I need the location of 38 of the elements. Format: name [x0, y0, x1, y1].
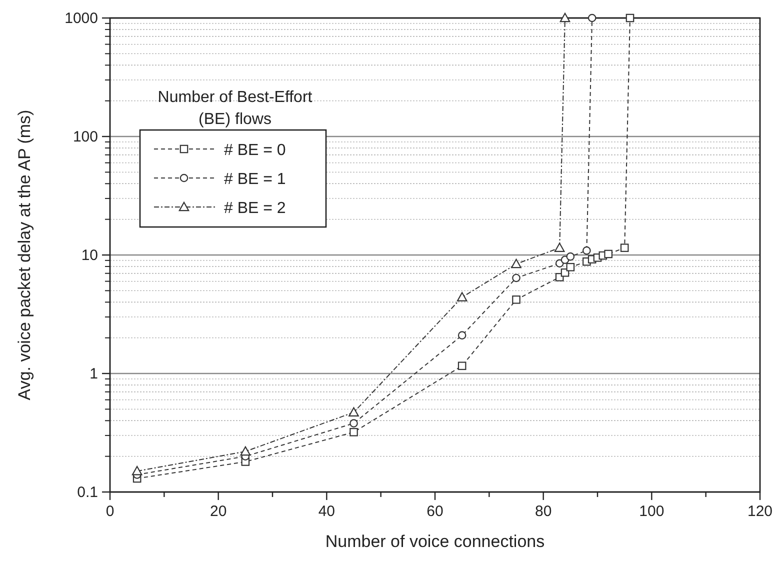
point	[511, 258, 522, 268]
point	[240, 446, 251, 456]
point	[566, 262, 575, 272]
point	[620, 244, 629, 252]
point	[458, 362, 466, 370]
point	[458, 331, 466, 340]
x-tick-label: 60	[426, 503, 444, 520]
point	[350, 428, 358, 436]
legend-title: Number of Best-Effort (BE) flows	[158, 89, 313, 128]
x-tick-label: 100	[639, 503, 664, 520]
point	[626, 14, 634, 22]
point	[348, 407, 359, 417]
legend-label: # BE = 2	[224, 200, 286, 217]
point	[350, 419, 358, 428]
y-axis-title: Avg. voice packet delay at the AP (ms)	[15, 110, 34, 400]
x-axis-title: Number of voice connections	[325, 532, 545, 551]
point	[582, 246, 591, 255]
point	[132, 466, 142, 476]
y-tick-label: 0.1	[77, 484, 98, 501]
point	[456, 292, 468, 302]
point	[566, 252, 575, 261]
point	[588, 14, 596, 22]
point	[604, 250, 612, 258]
x-tick-label: 20	[210, 503, 227, 520]
legend-label: # BE = 0	[224, 142, 286, 159]
x-tick-label: 40	[318, 503, 336, 520]
x-tick-label: 120	[747, 503, 773, 520]
y-tick-label: 100	[72, 128, 98, 146]
x-tick-label: 0	[106, 503, 114, 520]
legend-label: # BE = 1	[224, 171, 286, 188]
y-tick-label: 10	[81, 247, 98, 264]
point	[560, 12, 570, 22]
point	[554, 242, 565, 252]
y-tick-label: 1000	[64, 10, 98, 27]
point	[512, 274, 520, 282]
point	[512, 295, 520, 304]
y-tick-label: 1	[90, 366, 98, 382]
x-tick-label: 80	[534, 503, 552, 520]
